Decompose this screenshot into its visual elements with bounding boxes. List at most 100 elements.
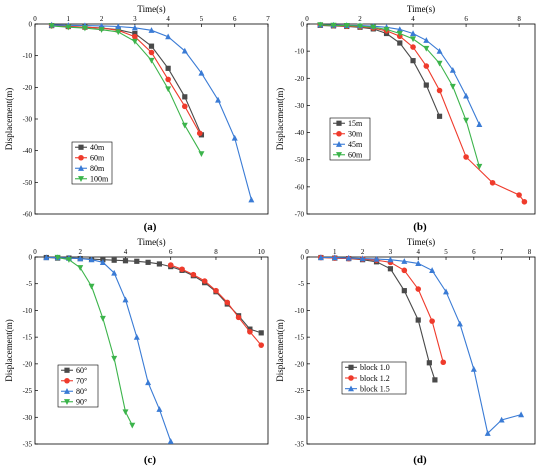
legend-marker — [78, 144, 84, 150]
data-point — [111, 257, 117, 263]
data-point — [43, 254, 50, 261]
legend-label: 70° — [76, 377, 87, 386]
legend-marker — [348, 385, 354, 392]
y-tick-label: -30 — [23, 116, 33, 124]
legend-marker — [336, 152, 342, 158]
x-axis-label: Time(s) — [137, 4, 165, 14]
y-tick-label: -70 — [295, 211, 305, 219]
panel-b: 0 2 4 6 8 0 -10 -20 -30 -40 -50 -60 -70 Time(s) Displa… — [275, 4, 536, 233]
legend-label: 60m — [348, 151, 363, 160]
legend-marker — [64, 399, 70, 405]
y-tick-label: -25 — [23, 387, 33, 395]
x-tick-label: 5 — [444, 248, 448, 256]
data-point — [410, 36, 417, 43]
legend-label: 100m — [90, 175, 109, 184]
data-point — [48, 23, 55, 30]
data-point — [165, 65, 171, 71]
data-point — [99, 315, 106, 322]
x-tick-label: 2 — [78, 248, 82, 256]
data-point — [343, 23, 350, 29]
x-tick-label: 6 — [169, 248, 173, 256]
data-point — [65, 24, 72, 31]
data-point — [77, 265, 84, 271]
data-point — [54, 254, 61, 261]
series-line — [51, 25, 202, 155]
x-tick-label: 3 — [389, 248, 393, 256]
y-tick-label: -60 — [295, 183, 305, 191]
x-tick-label: 6 — [464, 15, 468, 23]
legend-label: 30m — [348, 130, 363, 139]
y-tick-label: -40 — [23, 147, 33, 155]
x-tick-label: 2 — [358, 15, 362, 23]
data-point — [77, 255, 84, 262]
data-point — [181, 103, 188, 110]
data-point — [426, 360, 432, 366]
x-axis-label: Time(s) — [137, 237, 165, 247]
data-point — [122, 409, 129, 416]
y-tick-label: -20 — [295, 75, 305, 83]
data-point — [470, 366, 477, 372]
panel-c: 0 2 4 6 8 10 0 -5 -10 -15 -20 -25 -30 -35 Time(s) Displ… — [4, 237, 269, 466]
series-line — [46, 256, 262, 334]
data-point — [145, 379, 152, 386]
data-point — [111, 355, 118, 362]
data-point — [132, 30, 138, 37]
data-point — [387, 266, 394, 272]
data-point — [476, 121, 483, 128]
x-tick-label: 0 — [305, 15, 309, 23]
y-axis-label: Displacement(m) — [4, 88, 14, 150]
data-point — [432, 377, 438, 383]
data-point — [370, 24, 377, 31]
y-tick-label: -40 — [295, 129, 305, 137]
data-point — [122, 258, 129, 264]
data-point — [258, 342, 265, 348]
data-point — [133, 333, 140, 340]
data-point — [429, 267, 436, 273]
data-point — [331, 254, 338, 261]
data-point — [156, 261, 163, 267]
data-point — [489, 179, 496, 186]
data-point — [423, 63, 430, 69]
x-tick-label: 7 — [500, 248, 504, 256]
data-point — [436, 87, 443, 94]
plot-frame — [306, 23, 536, 215]
data-point — [165, 76, 171, 83]
y-tick-label: -20 — [23, 360, 33, 368]
series-line — [51, 25, 201, 134]
data-point — [401, 267, 408, 274]
data-point — [81, 25, 88, 32]
data-point — [231, 134, 238, 141]
data-point — [410, 30, 417, 37]
x-tick-label: 2 — [361, 248, 365, 256]
data-point — [181, 47, 188, 54]
x-tick-label: 6 — [233, 15, 237, 23]
data-point — [387, 256, 394, 263]
y-tick-label: -10 — [23, 307, 33, 315]
data-point — [258, 330, 264, 336]
data-point — [224, 299, 231, 306]
data-point — [148, 27, 155, 33]
data-point — [111, 269, 118, 276]
series-line — [320, 24, 480, 125]
legend-label: 60m — [90, 154, 105, 163]
x-tick-label: 10 — [258, 248, 266, 256]
data-point — [484, 430, 491, 436]
data-point — [383, 26, 390, 33]
data-point — [359, 255, 366, 262]
legend-marker — [78, 165, 84, 171]
data-point — [373, 255, 380, 262]
x-tick-label: 8 — [214, 248, 218, 256]
data-point — [165, 33, 172, 40]
x-tick-label: 3 — [133, 15, 137, 23]
data-point — [401, 288, 407, 294]
legend-label: block 1.5 — [360, 384, 390, 393]
x-tick-label: 1 — [67, 15, 71, 23]
legend-label: 90° — [76, 398, 87, 407]
data-point — [396, 26, 403, 33]
data-point — [165, 86, 172, 93]
data-point — [182, 94, 188, 100]
legend-label: 60° — [76, 366, 87, 375]
data-point — [190, 271, 197, 278]
x-tick-label: 6 — [472, 248, 476, 256]
data-point — [449, 83, 456, 90]
